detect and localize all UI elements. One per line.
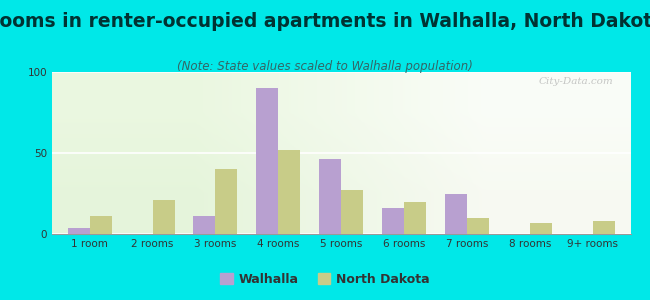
Bar (319, 160, 341, 234)
Text: City-Data.com: City-Data.com (538, 77, 613, 86)
Text: Rooms in renter-occupied apartments in Walhalla, North Dakota: Rooms in renter-occupied apartments in W… (0, 12, 650, 31)
Bar (382, 208, 404, 234)
Bar (278, 150, 300, 234)
Bar (593, 221, 615, 234)
Bar (341, 190, 363, 234)
Bar (467, 218, 489, 234)
Bar (445, 194, 467, 234)
Bar (194, 216, 216, 234)
Bar (216, 169, 237, 234)
Bar (68, 227, 90, 234)
Bar (256, 88, 278, 234)
Bar (90, 216, 112, 234)
Bar (153, 200, 175, 234)
Text: (Note: State values scaled to Walhalla population): (Note: State values scaled to Walhalla p… (177, 60, 473, 73)
Legend: Walhalla, North Dakota: Walhalla, North Dakota (215, 268, 435, 291)
Bar (404, 202, 426, 234)
Bar (530, 223, 552, 234)
